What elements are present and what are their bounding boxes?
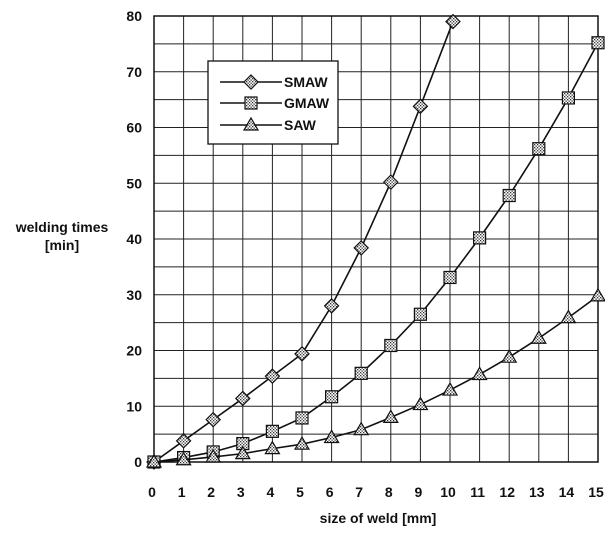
y-tick-label: 10 [126, 398, 142, 414]
data-point-saw [471, 366, 488, 381]
legend-label-saw: SAW [284, 117, 317, 133]
data-point-smaw [382, 174, 399, 190]
legend-marker-smaw [243, 74, 259, 90]
y-axis-title-line-1: welding times [15, 219, 109, 235]
x-tick-label: 9 [415, 484, 423, 500]
x-tick-label: 0 [148, 484, 156, 500]
x-tick-label: 6 [326, 484, 334, 500]
data-point-gmaw [384, 338, 398, 353]
x-tick-label: 3 [237, 484, 245, 500]
data-point-smaw [175, 432, 192, 449]
legend-label-gmaw: GMAW [284, 95, 330, 111]
x-tick-label: 7 [355, 484, 363, 500]
y-tick-label: 40 [126, 231, 142, 247]
data-point-gmaw [443, 270, 457, 285]
data-point-gmaw [325, 390, 339, 404]
series-line-gmaw [153, 42, 599, 463]
data-point-saw [589, 287, 605, 302]
data-point-gmaw [591, 36, 605, 50]
x-tick-label: 10 [440, 484, 456, 500]
data-point-saw [353, 421, 370, 436]
legend-item-smaw: SMAW [220, 74, 328, 90]
y-tick-label: 80 [126, 8, 142, 24]
x-tick-label: 13 [529, 484, 545, 500]
y-axis-ticks: 0 10 20 30 40 50 60 70 80 [126, 8, 142, 470]
data-point-saw [560, 309, 577, 324]
legend-marker-saw [242, 116, 260, 131]
data-point-saw [175, 451, 192, 466]
data-point-saw [530, 330, 547, 344]
y-tick-label: 50 [126, 175, 142, 191]
x-tick-label: 15 [588, 484, 604, 500]
data-point-smaw [234, 390, 251, 407]
x-axis-title: size of weld [mm] [320, 510, 437, 526]
data-point-smaw [205, 411, 222, 428]
data-point-saw [234, 445, 251, 460]
data-point-gmaw [561, 91, 576, 105]
data-point-saw [441, 381, 459, 396]
data-point-gmaw [265, 424, 279, 438]
series-line-saw [153, 295, 599, 463]
legend-item-gmaw: GMAW [220, 95, 330, 111]
data-point-smaw [264, 368, 281, 384]
legend-label-smaw: SMAW [284, 74, 328, 90]
plot-frame [153, 15, 599, 463]
data-point-saw [501, 348, 518, 363]
y-axis-title-line-2: [min] [45, 237, 79, 253]
data-point-saw [145, 453, 163, 468]
data-point-gmaw [532, 142, 546, 156]
data-point-saw [205, 448, 222, 463]
data-point-smaw [353, 240, 370, 256]
series-layer [145, 13, 605, 470]
data-point-saw [382, 409, 399, 423]
legend-item-saw: SAW [220, 116, 317, 133]
data-point-gmaw [502, 188, 516, 203]
x-tick-label: 1 [178, 484, 186, 500]
legend: SMAW GMAW SAW [207, 60, 339, 145]
x-tick-label: 8 [385, 484, 393, 500]
data-point-gmaw [413, 307, 427, 321]
data-point-smaw [445, 13, 461, 30]
x-tick-label: 5 [296, 484, 304, 500]
data-point-saw [323, 429, 340, 444]
data-point-gmaw [295, 411, 309, 425]
x-tick-label: 11 [470, 484, 485, 500]
data-point-gmaw [473, 231, 487, 245]
x-tick-label: 4 [267, 484, 275, 500]
data-point-gmaw [354, 366, 368, 380]
legend-marker-gmaw [244, 96, 258, 110]
x-tick-label: 14 [559, 484, 575, 500]
data-point-smaw [323, 298, 340, 314]
y-tick-label: 70 [126, 64, 142, 80]
data-point-saw [293, 435, 311, 450]
data-point-saw [412, 396, 429, 411]
x-tick-label: 12 [499, 484, 515, 500]
y-tick-label: 20 [126, 343, 142, 359]
y-tick-label: 60 [126, 120, 142, 136]
data-point-saw [264, 440, 281, 455]
y-tick-label: 0 [134, 454, 142, 470]
data-point-smaw [294, 345, 310, 362]
y-tick-label: 30 [126, 287, 142, 303]
data-point-smaw [412, 98, 429, 115]
x-tick-label: 2 [207, 484, 215, 500]
x-axis-ticks: 0 1 2 3 4 5 6 7 8 9 10 11 12 13 14 15 [148, 484, 604, 500]
series-saw [145, 287, 605, 468]
